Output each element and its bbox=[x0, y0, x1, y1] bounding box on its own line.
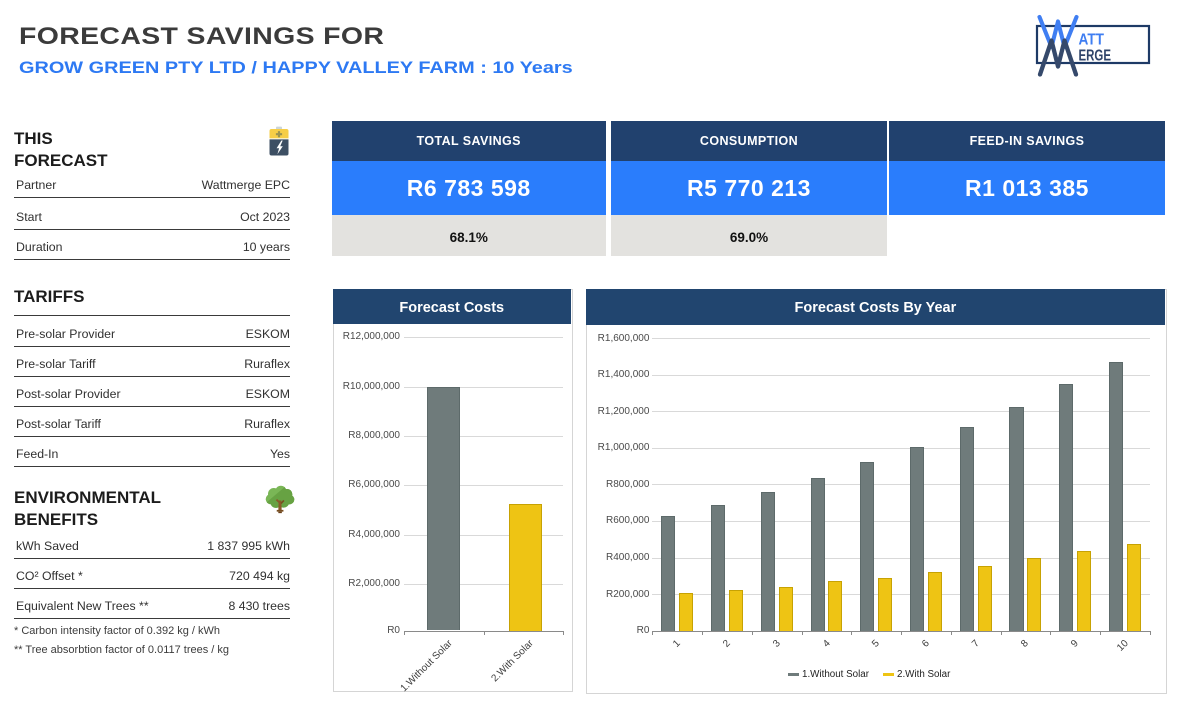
svg-text:ATT: ATT bbox=[1079, 32, 1105, 49]
svg-text:ERGE: ERGE bbox=[1079, 48, 1112, 65]
